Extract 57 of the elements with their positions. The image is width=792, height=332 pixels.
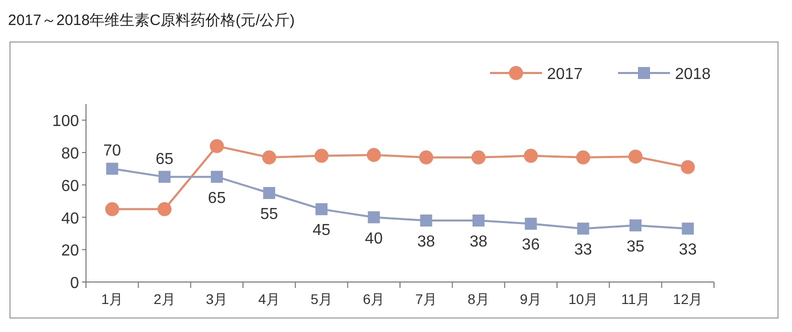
point xyxy=(262,150,276,164)
x-tick-label: 3月 xyxy=(206,291,228,307)
point xyxy=(210,170,223,183)
x-tick-label: 12月 xyxy=(673,291,703,307)
point xyxy=(576,150,590,164)
y-tick-label: 0 xyxy=(70,275,80,292)
legend-label: 2017 xyxy=(547,66,583,83)
point xyxy=(366,148,381,162)
x-tick-label: 10月 xyxy=(568,291,598,307)
point xyxy=(316,203,328,216)
data-label: 38 xyxy=(417,234,436,251)
data-label: 38 xyxy=(470,234,488,251)
point xyxy=(106,162,118,175)
point xyxy=(419,150,434,164)
point xyxy=(368,211,380,224)
data-label: 40 xyxy=(364,230,383,248)
point xyxy=(680,160,695,174)
point xyxy=(630,219,642,232)
x-tick-label: 9月 xyxy=(520,291,542,307)
data-label: 45 xyxy=(312,222,330,240)
point xyxy=(577,222,590,235)
y-tick-label: 40 xyxy=(61,210,80,228)
y-tick-label: 20 xyxy=(61,242,80,260)
point xyxy=(524,218,537,230)
point xyxy=(263,187,276,199)
chart-title: 2017～2018年维生素C原料药价格(元/公斤) xyxy=(8,12,295,29)
data-label: 36 xyxy=(522,236,540,254)
point xyxy=(472,214,484,227)
y-tick-label: 80 xyxy=(61,146,80,163)
data-label: 33 xyxy=(678,242,697,259)
point xyxy=(105,202,120,216)
data-label: 65 xyxy=(156,150,174,168)
point xyxy=(420,214,432,227)
point xyxy=(524,148,538,163)
point xyxy=(210,139,224,154)
point xyxy=(682,222,694,235)
y-tick-label: 100 xyxy=(52,113,80,130)
y-tick-label: 60 xyxy=(61,178,80,195)
data-label: 33 xyxy=(574,242,592,259)
data-label: 70 xyxy=(103,142,122,160)
point xyxy=(158,202,172,216)
x-tick-label: 4月 xyxy=(258,291,280,307)
x-tick-label: 5月 xyxy=(310,291,332,307)
data-label: 65 xyxy=(208,190,226,207)
x-tick-label: 6月 xyxy=(362,291,385,307)
point xyxy=(158,170,170,183)
point xyxy=(628,150,642,164)
point xyxy=(314,148,328,163)
data-label: 35 xyxy=(626,238,644,256)
x-tick-label: 7月 xyxy=(415,291,438,307)
x-tick-label: 11月 xyxy=(621,291,650,307)
x-tick-label: 2月 xyxy=(154,291,176,307)
x-tick-label: 8月 xyxy=(468,291,490,307)
data-label: 55 xyxy=(260,206,278,223)
x-tick-label: 1月 xyxy=(101,291,124,307)
point xyxy=(472,150,486,164)
legend-label: 2018 xyxy=(675,66,711,83)
